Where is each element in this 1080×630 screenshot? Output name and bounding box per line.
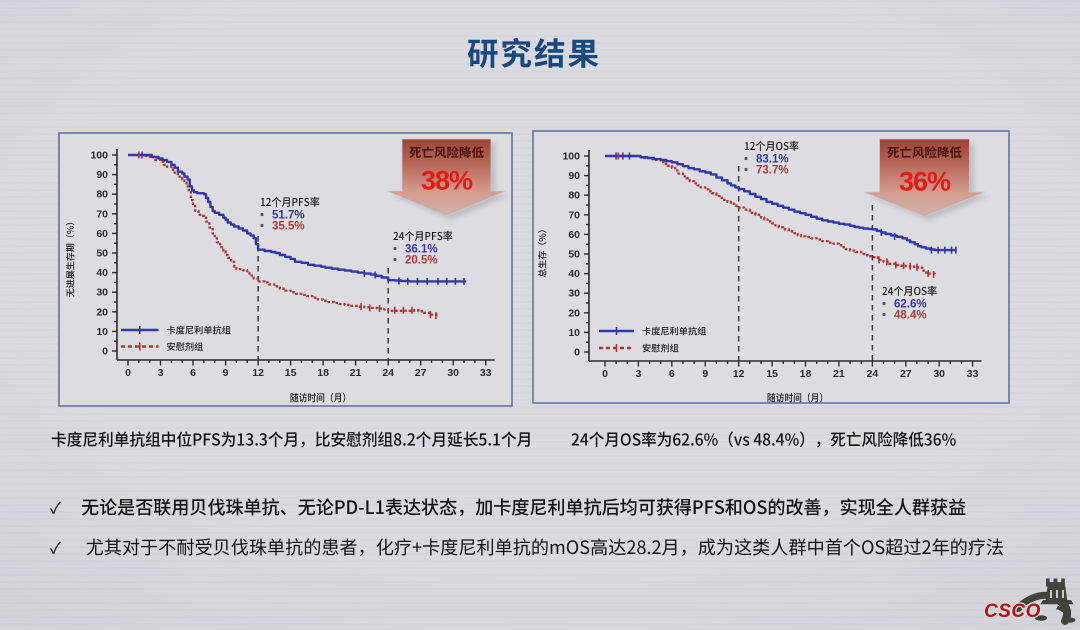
svg-text:6: 6 xyxy=(669,368,675,380)
svg-text:CSCO: CSCO xyxy=(984,601,1041,622)
svg-text:0: 0 xyxy=(574,347,580,359)
svg-text:36.1%: 36.1% xyxy=(405,244,438,256)
svg-text:9: 9 xyxy=(223,367,229,379)
svg-text:30: 30 xyxy=(568,288,580,300)
svg-text:18: 18 xyxy=(800,368,812,380)
svg-text:15: 15 xyxy=(766,368,778,380)
svg-text:100: 100 xyxy=(562,151,580,163)
svg-text:51.7%: 51.7% xyxy=(272,210,305,222)
svg-text:3: 3 xyxy=(158,367,164,379)
svg-text:27: 27 xyxy=(900,368,912,380)
svg-text:15: 15 xyxy=(285,367,297,379)
svg-text:12: 12 xyxy=(252,367,264,379)
svg-text:90: 90 xyxy=(96,169,108,181)
svg-text:33: 33 xyxy=(480,367,492,379)
svg-text:0: 0 xyxy=(602,368,608,380)
svg-text:21: 21 xyxy=(350,367,362,379)
svg-text:0: 0 xyxy=(125,367,131,379)
svg-text:50: 50 xyxy=(96,248,108,260)
svg-text:24: 24 xyxy=(382,367,394,379)
svg-text:33: 33 xyxy=(967,368,979,380)
svg-text:70: 70 xyxy=(96,208,108,220)
svg-text:40: 40 xyxy=(568,268,580,280)
svg-text:83.1%: 83.1% xyxy=(756,154,789,166)
svg-text:100: 100 xyxy=(90,150,108,162)
svg-text:30: 30 xyxy=(447,367,459,379)
svg-text:48.4%: 48.4% xyxy=(894,310,927,322)
svg-text:60: 60 xyxy=(568,229,580,241)
svg-text:80: 80 xyxy=(96,189,108,201)
svg-text:24: 24 xyxy=(867,368,879,380)
svg-text:12: 12 xyxy=(733,368,745,380)
svg-text:20: 20 xyxy=(568,307,580,319)
svg-text:80: 80 xyxy=(568,190,580,202)
svg-text:9: 9 xyxy=(702,368,708,380)
svg-text:38%: 38% xyxy=(421,166,473,196)
svg-text:30: 30 xyxy=(96,287,108,299)
svg-text:18: 18 xyxy=(317,367,329,379)
svg-text:36%: 36% xyxy=(899,167,951,197)
svg-text:40: 40 xyxy=(96,267,108,279)
svg-text:70: 70 xyxy=(568,209,580,221)
svg-text:60: 60 xyxy=(96,228,108,240)
svg-text:50: 50 xyxy=(568,249,580,261)
svg-text:73.7%: 73.7% xyxy=(756,165,789,177)
svg-text:62.6%: 62.6% xyxy=(894,299,927,311)
svg-text:90: 90 xyxy=(568,170,580,182)
svg-text:30: 30 xyxy=(933,368,945,380)
svg-text:3: 3 xyxy=(635,368,641,380)
svg-text:10: 10 xyxy=(96,326,108,338)
svg-text:35.5%: 35.5% xyxy=(272,221,305,233)
svg-text:21: 21 xyxy=(833,368,845,380)
svg-text:10: 10 xyxy=(568,327,580,339)
svg-text:0: 0 xyxy=(102,346,108,358)
svg-text:6: 6 xyxy=(190,367,196,379)
svg-text:20.5%: 20.5% xyxy=(405,255,438,267)
svg-text:20: 20 xyxy=(96,306,108,318)
svg-text:27: 27 xyxy=(415,367,427,379)
